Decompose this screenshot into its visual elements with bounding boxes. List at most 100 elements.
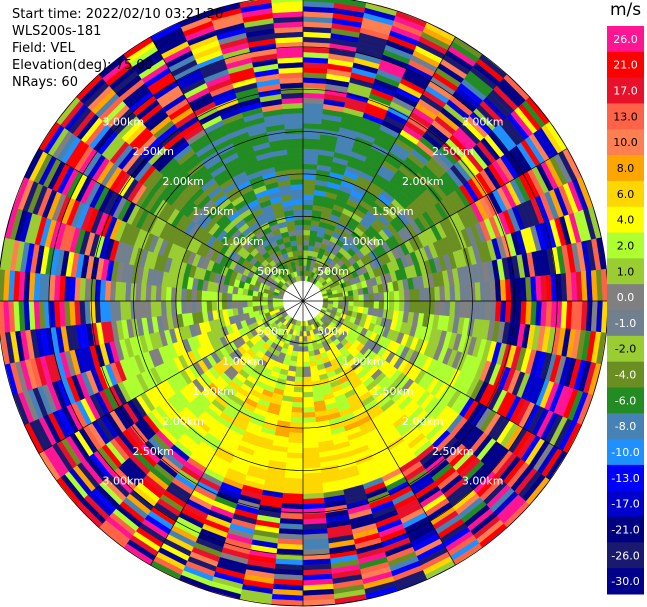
velocity-gate xyxy=(0,300,5,334)
velocity-gate xyxy=(302,173,317,180)
velocity-gate xyxy=(190,289,198,302)
velocity-gate xyxy=(302,346,309,353)
range-ring-label: 3.00km xyxy=(462,115,504,128)
velocity-gate xyxy=(196,289,203,302)
velocity-gate xyxy=(302,366,311,373)
velocity-gate xyxy=(302,351,310,358)
velocity-gate xyxy=(302,244,310,251)
velocity-gate xyxy=(302,204,314,211)
velocity-gate xyxy=(302,209,313,216)
velocity-gate xyxy=(342,291,349,297)
velocity-gate xyxy=(291,401,304,408)
velocity-gate xyxy=(378,292,385,302)
velocity-gate xyxy=(302,341,309,347)
velocity-gate xyxy=(393,300,400,312)
velocity-gate xyxy=(373,292,380,302)
velocity-gate xyxy=(298,260,304,266)
velocity-gate xyxy=(0,268,5,302)
velocity-gate xyxy=(239,0,272,8)
velocity-gate xyxy=(393,290,400,302)
velocity-gate xyxy=(257,300,263,307)
velocity-gate xyxy=(165,300,172,316)
velocity-gate xyxy=(262,300,268,306)
velocity-gate xyxy=(378,300,385,310)
velocity-gate xyxy=(0,332,10,365)
azimuth-line xyxy=(38,300,304,454)
velocity-gate xyxy=(363,300,370,309)
velocity-gate xyxy=(388,300,395,311)
velocity-gate xyxy=(236,300,243,309)
velocity-gate xyxy=(289,422,304,429)
azimuth-line xyxy=(150,300,304,566)
velocity-gate xyxy=(368,300,375,309)
colorbar-unit: m/s xyxy=(610,0,642,20)
velocity-gate xyxy=(302,336,308,342)
range-ring-label: 500m xyxy=(317,325,349,338)
azimuth-line xyxy=(38,148,304,302)
velocity-gate xyxy=(403,289,410,302)
range-ring-label: 500m xyxy=(257,325,289,338)
velocity-gate xyxy=(296,356,304,363)
velocity-gate xyxy=(185,300,192,314)
velocity-gate xyxy=(302,0,335,3)
velocity-gate xyxy=(271,0,304,3)
velocity-gate xyxy=(226,300,233,310)
velocity-gate xyxy=(439,300,446,317)
velocity-gate xyxy=(165,286,172,302)
velocity-gate xyxy=(434,286,441,302)
velocity-gate xyxy=(302,386,313,393)
velocity-gate xyxy=(302,406,315,414)
azimuth-line xyxy=(150,36,304,302)
velocity-gate xyxy=(294,260,300,267)
velocity-gate xyxy=(306,335,312,342)
range-ring-label: 2.50km xyxy=(432,145,474,158)
velocity-gate xyxy=(201,300,208,312)
velocity-gate xyxy=(328,297,334,302)
velocity-gates xyxy=(0,0,609,607)
velocity-gate xyxy=(363,293,370,302)
velocity-gate xyxy=(190,300,198,313)
range-ring-label: 1.50km xyxy=(372,205,414,218)
velocity-gate xyxy=(0,333,5,365)
velocity-gate xyxy=(297,255,304,261)
velocity-gate xyxy=(293,209,304,216)
velocity-gate xyxy=(358,294,365,302)
velocity-gate xyxy=(302,326,307,332)
velocity-gate xyxy=(293,214,304,221)
velocity-gate xyxy=(231,300,238,309)
velocity-gate xyxy=(294,376,304,383)
velocity-gate xyxy=(302,158,319,165)
velocity-gate xyxy=(302,234,311,241)
velocity-gate xyxy=(297,346,304,353)
range-ring-label: 1.50km xyxy=(192,385,234,398)
velocity-gate xyxy=(403,300,410,313)
velocity-gate xyxy=(196,300,203,313)
velocity-gate xyxy=(302,224,312,231)
velocity-gate xyxy=(206,290,213,302)
velocity-gate xyxy=(302,422,317,429)
velocity-gate xyxy=(348,300,355,307)
velocity-gate xyxy=(368,293,375,302)
velocity-gate xyxy=(246,300,253,308)
velocity-gate xyxy=(424,287,431,302)
velocity-gate xyxy=(302,321,306,327)
velocity-gate xyxy=(216,300,223,311)
velocity-gate xyxy=(292,396,304,403)
range-grid xyxy=(0,0,609,607)
velocity-gate xyxy=(221,292,228,302)
range-ring-label: 1.50km xyxy=(372,385,414,398)
range-ring-label: 2.00km xyxy=(162,175,204,188)
velocity-gate xyxy=(291,406,304,414)
velocity-gate xyxy=(201,290,208,302)
velocity-gate xyxy=(251,300,258,307)
azimuth-line xyxy=(302,300,568,454)
velocity-gate xyxy=(288,163,304,170)
velocity-gate xyxy=(297,249,304,256)
range-ring-label: 1.00km xyxy=(222,235,264,248)
range-ring-label: 1.00km xyxy=(342,355,384,368)
velocity-gate xyxy=(302,255,309,261)
velocity-gate xyxy=(296,351,304,358)
velocity-gate xyxy=(408,300,416,313)
velocity-gate xyxy=(302,199,314,206)
